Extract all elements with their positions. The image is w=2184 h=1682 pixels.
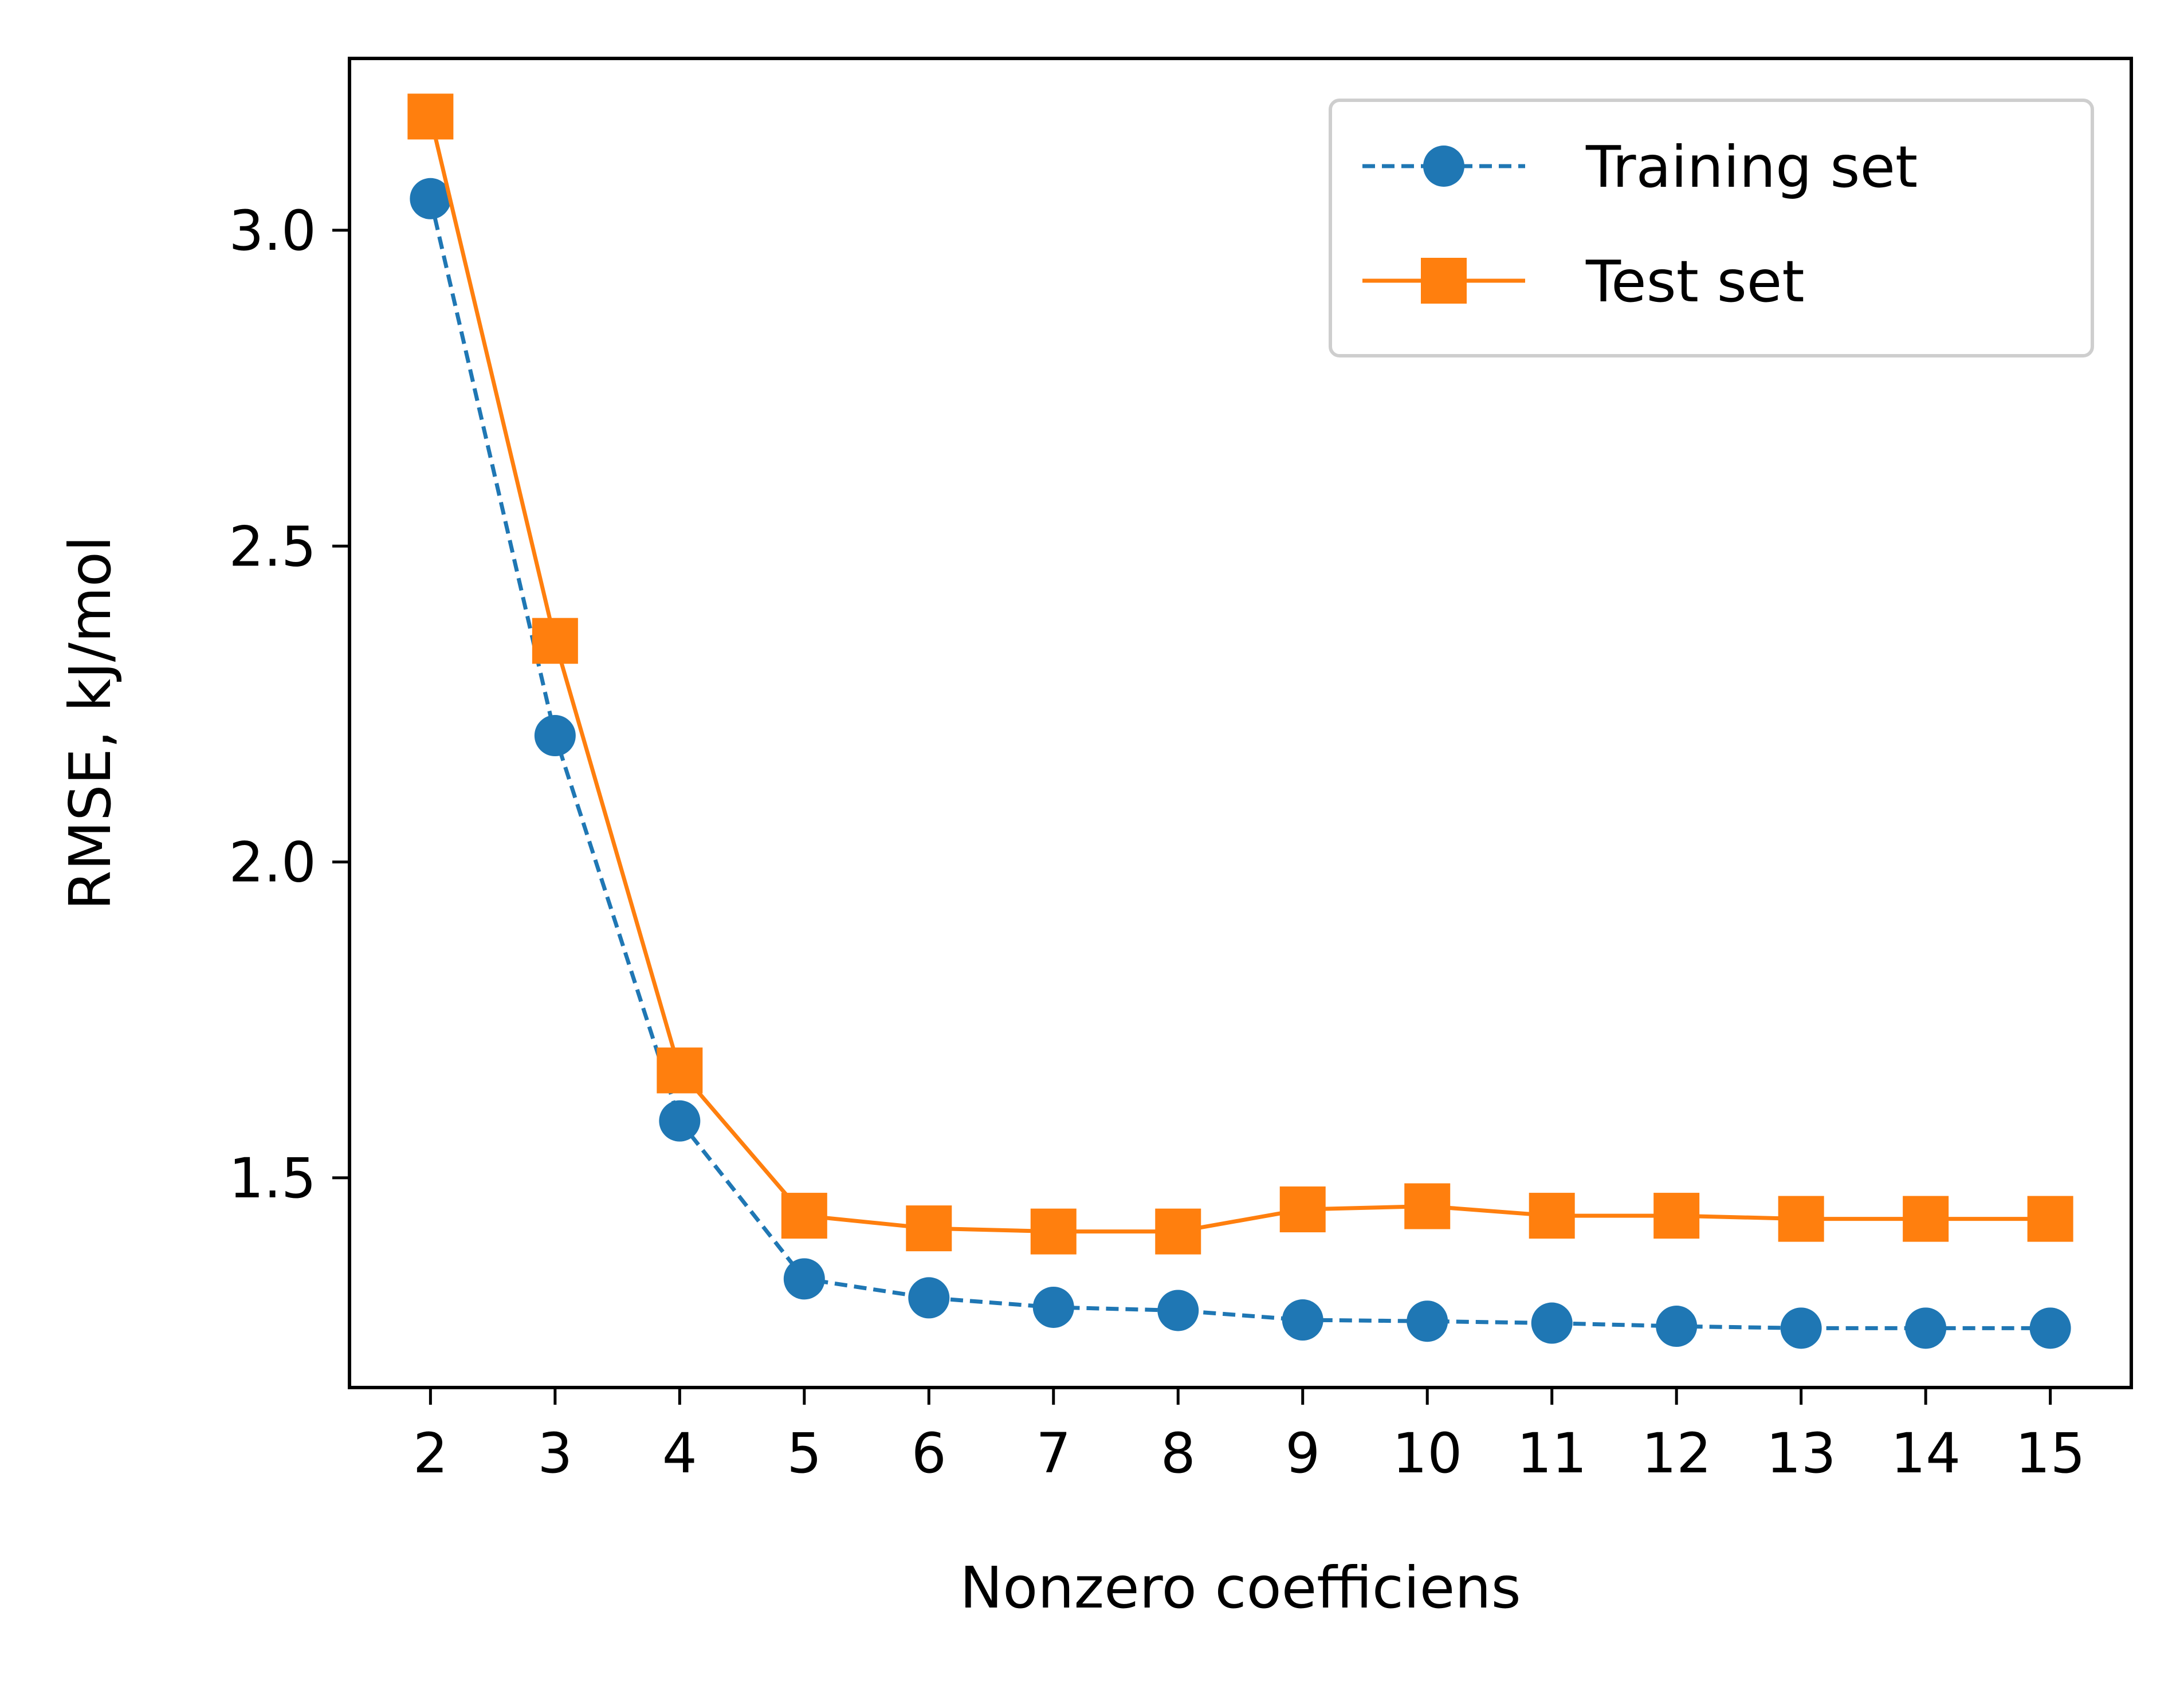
data-point-test [1030, 1208, 1077, 1255]
data-point-test [781, 1193, 827, 1239]
data-point-training [1032, 1286, 1074, 1328]
legend-marker-circle [1423, 146, 1464, 187]
x-tick-label: 4 [662, 1421, 697, 1485]
x-tick-label: 10 [1392, 1421, 1462, 1485]
x-axis-ticks: 2 3 4 5 6 7 8 9 10 11 12 13 14 15 [413, 1388, 2085, 1485]
data-point-training [1656, 1306, 1698, 1347]
data-point-training [1905, 1307, 1947, 1349]
data-point-training [534, 715, 576, 757]
data-point-test [1404, 1183, 1451, 1229]
data-point-training [1407, 1300, 1448, 1342]
x-tick-label: 3 [537, 1421, 572, 1485]
data-point-test [1529, 1193, 1575, 1239]
legend-label: Training set [1585, 133, 1918, 201]
data-point-test [906, 1205, 952, 1252]
legend: Training set Test set [1329, 99, 2094, 357]
data-point-training [659, 1100, 701, 1142]
legend-label: Test set [1585, 248, 1805, 315]
x-tick-label: 15 [2016, 1421, 2085, 1485]
x-tick-label: 12 [1641, 1421, 1711, 1485]
x-tick-label: 6 [912, 1421, 946, 1485]
data-point-training [783, 1258, 825, 1300]
data-point-training [410, 178, 451, 219]
data-point-training [2029, 1307, 2071, 1349]
x-tick-label: 11 [1517, 1421, 1587, 1485]
x-tick-label: 2 [413, 1421, 448, 1485]
y-tick-label: 2.0 [229, 831, 316, 895]
data-point-test [532, 618, 578, 664]
y-tick-label: 3.0 [229, 199, 316, 263]
y-tick-label: 1.5 [229, 1146, 316, 1211]
x-axis-title: Nonzero coefficiens [960, 1554, 1521, 1621]
legend-items: Training set Test set [1362, 133, 1918, 315]
series-layer [407, 93, 2073, 1349]
x-tick-label: 13 [1766, 1421, 1836, 1485]
data-point-training [1282, 1299, 1323, 1341]
data-point-test [407, 93, 454, 140]
x-tick-label: 5 [787, 1421, 822, 1485]
data-point-test [657, 1047, 703, 1094]
x-tick-label: 14 [1891, 1421, 1961, 1485]
y-axis-ticks: 1.5 2.0 2.5 3.0 [229, 199, 349, 1211]
data-point-training [1157, 1290, 1199, 1331]
data-point-training [1780, 1307, 1822, 1349]
data-point-test [1903, 1196, 1949, 1242]
series-line-training-set [428, 198, 2051, 1330]
x-tick-label: 9 [1285, 1421, 1320, 1485]
x-tick-label: 7 [1036, 1421, 1071, 1485]
data-point-test [1778, 1196, 1824, 1242]
data-point-training [1531, 1302, 1573, 1344]
data-point-test [2027, 1196, 2073, 1242]
y-axis-title: RMSE, kJ/mol [57, 536, 124, 910]
data-point-test [1279, 1186, 1326, 1233]
legend-marker-square [1421, 258, 1467, 304]
x-tick-label: 8 [1161, 1421, 1196, 1485]
data-point-test [1653, 1193, 1700, 1239]
plot-frame [348, 57, 2133, 1389]
data-point-test [1155, 1208, 1201, 1255]
data-point-training [908, 1277, 950, 1319]
y-tick-label: 2.5 [229, 514, 316, 579]
